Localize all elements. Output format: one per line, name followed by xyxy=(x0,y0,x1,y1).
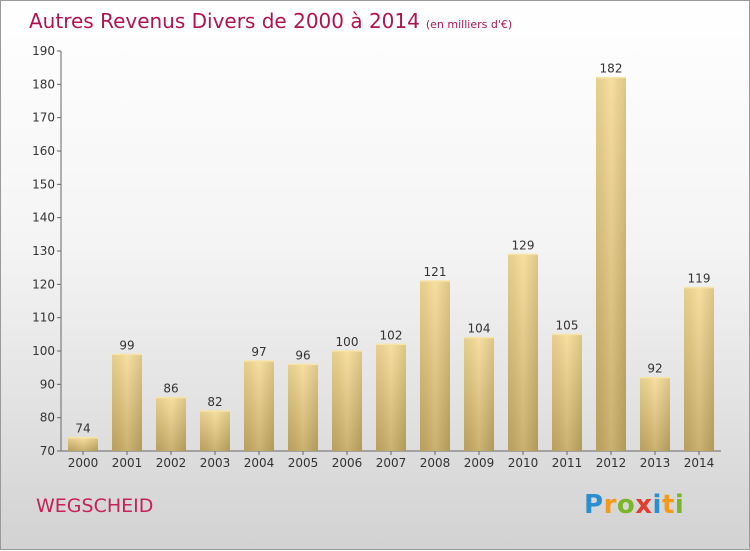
proxiti-logo[interactable]: Proxiti xyxy=(584,490,685,520)
y-tick-label: 100 xyxy=(32,344,55,358)
x-tick-label: 2009 xyxy=(464,456,495,470)
y-tick-label: 180 xyxy=(32,77,55,91)
data-label: 86 xyxy=(163,382,178,396)
bar-shading xyxy=(640,377,670,451)
data-label: 82 xyxy=(207,395,222,409)
commune-name: WEGSCHEID xyxy=(36,495,154,517)
y-tick-label: 130 xyxy=(32,244,55,258)
x-tick-label: 2004 xyxy=(244,456,275,470)
bar-shading xyxy=(552,334,582,451)
x-tick-label: 2001 xyxy=(112,456,143,470)
y-tick-label: 80 xyxy=(40,411,55,425)
x-tick-label: 2014 xyxy=(684,456,715,470)
y-tick-label: 110 xyxy=(32,311,55,325)
bar-shading xyxy=(112,354,142,451)
data-label: 105 xyxy=(556,318,579,332)
bar-shading xyxy=(376,344,406,451)
y-tick-label: 150 xyxy=(32,177,55,191)
bar-shading xyxy=(420,281,450,451)
y-tick-label: 70 xyxy=(40,444,55,458)
y-tick-label: 90 xyxy=(40,377,55,391)
x-tick-label: 2008 xyxy=(420,456,451,470)
bar-shading xyxy=(200,411,230,451)
x-tick-label: 2010 xyxy=(508,456,539,470)
data-label: 96 xyxy=(295,348,310,362)
y-tick-label: 160 xyxy=(32,144,55,158)
data-label: 97 xyxy=(251,345,266,359)
bar-shading xyxy=(244,361,274,451)
x-tick-label: 2006 xyxy=(332,456,363,470)
bar-shading xyxy=(332,351,362,451)
y-tick-label: 190 xyxy=(32,44,55,58)
x-tick-label: 2003 xyxy=(200,456,231,470)
y-tick-label: 170 xyxy=(32,111,55,125)
x-tick-label: 2012 xyxy=(596,456,627,470)
bar-shading xyxy=(684,287,714,451)
bar-shading xyxy=(288,364,318,451)
data-label: 119 xyxy=(688,272,711,286)
x-tick-label: 2007 xyxy=(376,456,407,470)
bar-shading xyxy=(156,397,186,451)
chart-subtitle: (en milliers d'€) xyxy=(425,18,513,31)
data-label: 121 xyxy=(424,265,447,279)
y-tick-label: 120 xyxy=(32,277,55,291)
chart-title: Autres Revenus Divers de 2000 à 2014 (en … xyxy=(29,9,513,33)
bar-shading xyxy=(508,254,538,451)
data-label: 104 xyxy=(468,322,491,336)
bar-shading xyxy=(596,77,626,452)
x-tick-label: 2002 xyxy=(156,456,187,470)
data-label: 129 xyxy=(512,238,535,252)
data-label: 99 xyxy=(119,338,134,352)
data-label: 102 xyxy=(380,328,403,342)
data-label: 92 xyxy=(647,362,662,376)
bar-shading xyxy=(68,437,98,451)
x-tick-label: 2005 xyxy=(288,456,319,470)
x-tick-label: 2013 xyxy=(640,456,671,470)
data-label: 74 xyxy=(75,422,90,436)
data-label: 182 xyxy=(600,62,623,76)
x-tick-label: 2011 xyxy=(552,456,583,470)
y-tick-label: 140 xyxy=(32,211,55,225)
x-tick-label: 2000 xyxy=(68,456,99,470)
data-label: 100 xyxy=(336,335,359,349)
bar-shading xyxy=(464,337,494,451)
